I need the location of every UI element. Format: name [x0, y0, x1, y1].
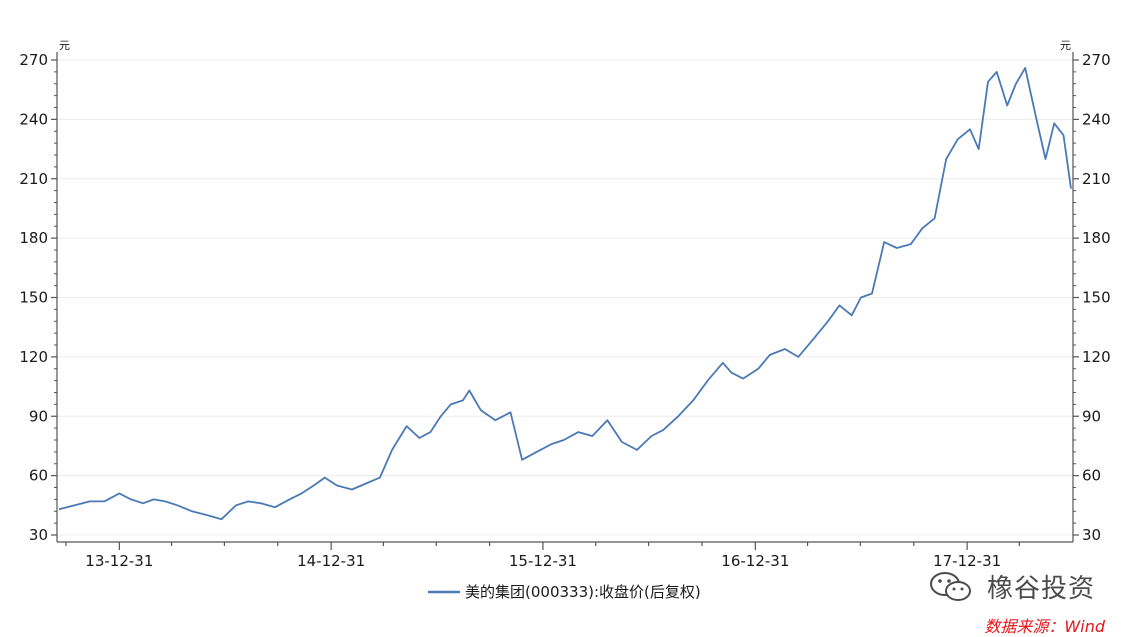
- wechat-icon: [930, 572, 971, 601]
- legend-label: 美的集团(000333):收盘价(后复权): [465, 583, 701, 601]
- y-tick-label: 180: [1082, 229, 1111, 247]
- series-layer: [58, 67, 1072, 521]
- y-tick-label: 90: [1082, 407, 1101, 425]
- y-tick-label: 30: [29, 526, 48, 544]
- x-tick-label: 16-12-31: [721, 552, 789, 570]
- y-tick-label: 120: [19, 348, 48, 366]
- x-ticks: 13-12-31 14-12-31 15-12-31 16-12-31 17-12-31: [65, 542, 1020, 570]
- y-tick-label: 270: [19, 51, 48, 69]
- y-tick-label: 30: [1082, 526, 1101, 544]
- axes: 元 元: [56, 39, 1074, 543]
- source-note: 数据来源：Wind: [984, 617, 1105, 636]
- y-tick-label: 90: [29, 407, 48, 425]
- left-unit-label: 元: [59, 39, 70, 52]
- x-tick-label: 15-12-31: [509, 552, 577, 570]
- y-tick-label: 60: [29, 467, 48, 485]
- x-tick-label: 17-12-31: [933, 552, 1001, 570]
- right-y-ticks: 30 60 90 120 150 180 210 240 270: [1073, 51, 1111, 544]
- y-tick-label: 120: [1082, 348, 1111, 366]
- right-unit-label: 元: [1060, 39, 1071, 52]
- series-line: [58, 67, 1072, 521]
- y-tick-label: 150: [19, 289, 48, 307]
- grid-lines: [57, 59, 1073, 536]
- y-tick-label: 210: [1082, 170, 1111, 188]
- y-tick-label: 60: [1082, 467, 1101, 485]
- watermark-text: 橡谷投资: [986, 574, 1095, 604]
- left-y-ticks: 30 60 90 120 150 180 210 240 270: [19, 51, 57, 544]
- y-tick-label: 240: [1082, 110, 1111, 128]
- y-tick-label: 150: [1082, 289, 1111, 307]
- y-tick-label: 240: [19, 110, 48, 128]
- x-tick-label: 13-12-31: [85, 552, 153, 570]
- y-tick-label: 210: [19, 170, 48, 188]
- y-tick-label: 180: [19, 229, 48, 247]
- legend: 美的集团(000333):收盘价(后复权): [428, 583, 701, 601]
- y-tick-label: 270: [1082, 51, 1111, 69]
- x-tick-label: 14-12-31: [297, 552, 365, 570]
